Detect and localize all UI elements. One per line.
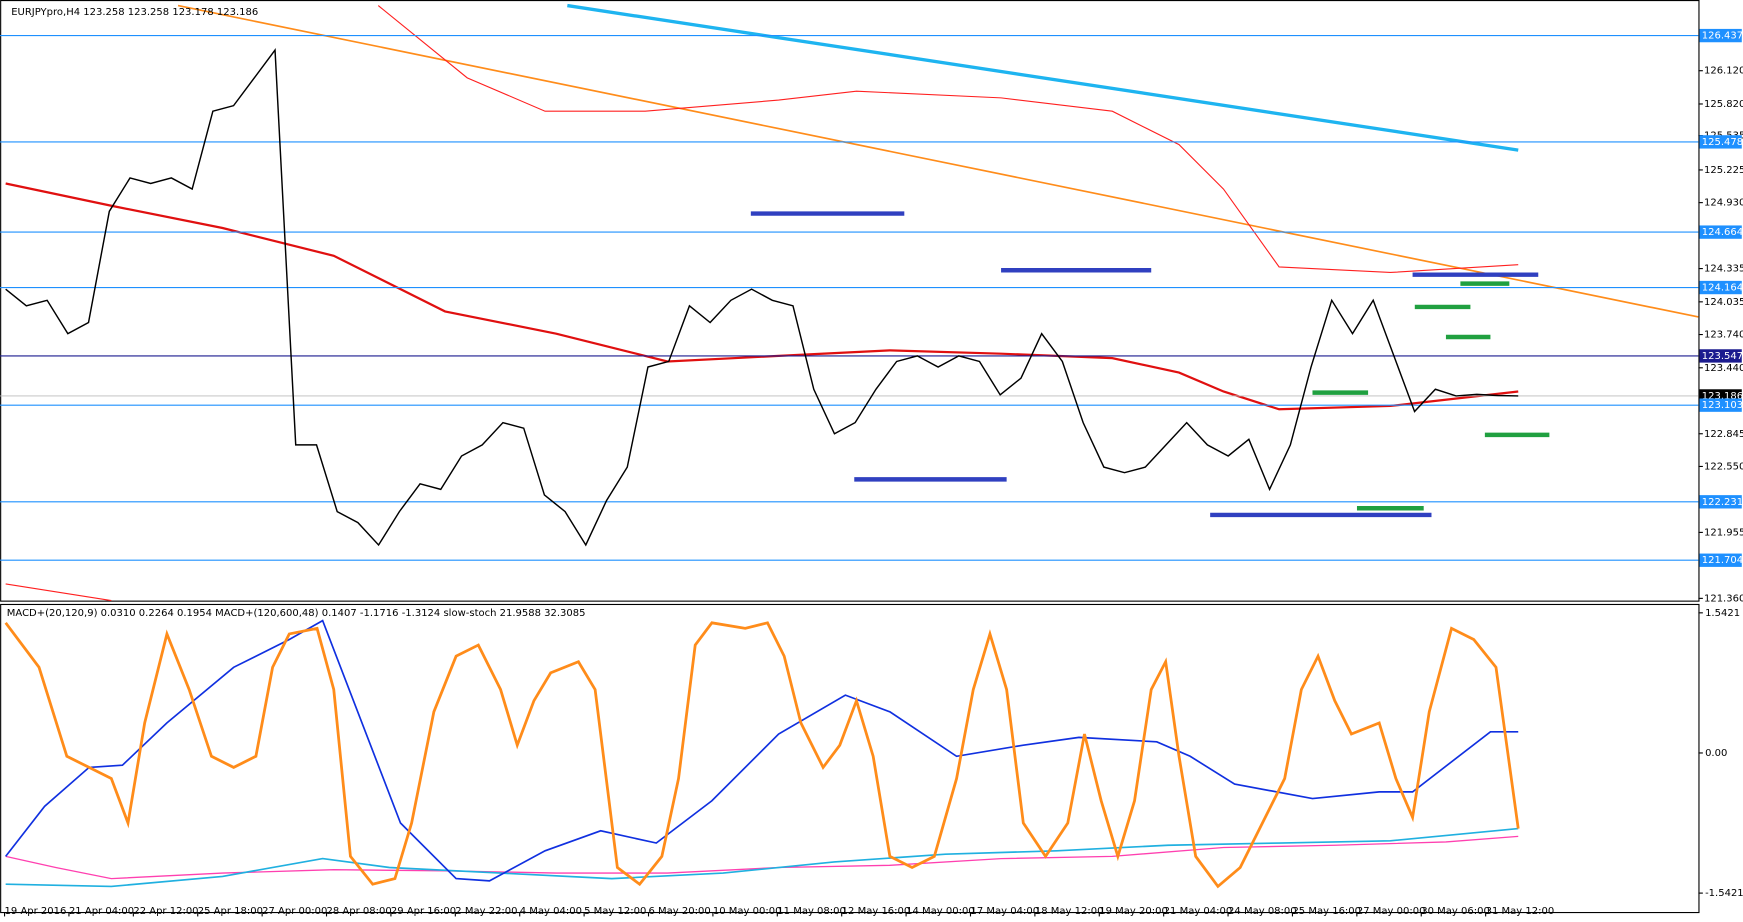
level-label: 123.547 — [1699, 349, 1743, 363]
level-label: 123.103 — [1699, 398, 1743, 412]
x-tick-label: 18 May 12:00 — [1035, 906, 1104, 917]
zone-lines — [1312, 281, 1550, 511]
level-text: 121.704 — [1702, 555, 1743, 566]
x-tick-label: 14 May 00:00 — [906, 906, 975, 917]
y-tick-label: 124.335 — [1704, 264, 1743, 275]
trend-line — [177, 4, 1699, 318]
x-tick-label: 28 Apr 08:00 — [327, 906, 392, 917]
y-tick-label: 124.035 — [1704, 297, 1743, 308]
x-tick-label: 29 Apr 16:00 — [391, 906, 456, 917]
x-tick-label: 6 May 20:00 — [649, 906, 711, 917]
y-tick-label: 1.5421 — [1705, 608, 1740, 619]
y-tick-label: 0.00 — [1705, 748, 1727, 759]
y-tick-label: 122.845 — [1704, 429, 1743, 440]
x-tick-label: 2 May 22:00 — [455, 906, 517, 917]
x-tick-label: 21 Apr 04:00 — [69, 906, 134, 917]
x-tick-label: 22 Apr 12:00 — [133, 906, 198, 917]
level-text: 125.478 — [1702, 137, 1743, 148]
level-text: 123.186 — [1702, 391, 1743, 402]
level-text: 126.437 — [1702, 31, 1743, 42]
indicator-frame — [0, 603, 1700, 914]
level-text: 124.164 — [1702, 283, 1743, 294]
x-tick-label: 25 May 16:00 — [1292, 906, 1361, 917]
level-box — [1699, 280, 1742, 295]
level-label: 124.664 — [1699, 225, 1743, 239]
main-frame — [0, 0, 1700, 602]
moving-average — [5, 182, 1519, 411]
level-text: 124.664 — [1702, 227, 1743, 238]
y-tick-label: -1.5421 — [1705, 888, 1743, 899]
x-tick-label: 19 Apr 2016 — [5, 906, 67, 917]
x-tick-label: 19 May 20:00 — [1099, 906, 1168, 917]
envelope — [377, 5, 1519, 274]
level-box — [1699, 398, 1742, 412]
level-label: 121.704 — [1699, 553, 1743, 567]
price-line — [5, 48, 1519, 547]
y-tick-label: 125.820 — [1704, 99, 1743, 110]
y-tick-label: 123.740 — [1704, 330, 1743, 341]
macd-line — [5, 619, 1519, 882]
symbol-header: EURJPYpro,H4 123.258 123.258 123.178 123… — [11, 7, 258, 18]
level-box — [1699, 28, 1742, 43]
y-tick-label: 121.955 — [1704, 527, 1743, 538]
envelope — [5, 583, 112, 602]
x-tick-label: 4 May 04:00 — [520, 906, 582, 917]
level-label: 124.164 — [1699, 280, 1743, 295]
x-tick-label: 12 May 16:00 — [842, 906, 911, 917]
trend-line — [567, 3, 1519, 152]
y-tick-label: 123.440 — [1704, 363, 1743, 374]
level-box — [1699, 135, 1742, 149]
level-text: 122.231 — [1702, 497, 1743, 508]
zone-lines — [750, 211, 1539, 518]
indicator-header: MACD+(20,120,9) 0.0310 0.2264 0.1954 MAC… — [7, 608, 586, 619]
x-tick-label: 5 May 12:00 — [584, 906, 646, 917]
x-tick-label: 17 May 04:00 — [970, 906, 1039, 917]
level-label: 122.231 — [1699, 495, 1743, 509]
stochastic-line — [4, 621, 1520, 889]
level-label: 125.478 — [1699, 135, 1743, 149]
level-label: 126.437 — [1699, 28, 1743, 43]
x-tick-label: 25 Apr 18:00 — [198, 906, 263, 917]
x-tick-label: 27 May 00:00 — [1357, 906, 1426, 917]
level-box — [1699, 225, 1742, 239]
y-tick-label: 122.550 — [1704, 461, 1743, 472]
x-tick-label: 24 May 08:00 — [1228, 906, 1297, 917]
signal-line — [5, 835, 1519, 880]
level-box — [1699, 553, 1742, 567]
y-tick-label: 125.225 — [1704, 165, 1743, 176]
level-box — [1699, 349, 1742, 363]
macd-line — [5, 827, 1519, 888]
level-text: 123.103 — [1702, 400, 1743, 411]
x-tick-label: 11 May 08:00 — [777, 906, 846, 917]
level-text: 123.547 — [1702, 351, 1743, 362]
x-tick-label: 31 May 12:00 — [1486, 906, 1555, 917]
x-tick-label: 27 Apr 00:00 — [262, 906, 327, 917]
y-tick-label: 124.930 — [1704, 198, 1743, 209]
y-tick-label: 126.120 — [1704, 66, 1743, 77]
x-tick-label: 21 May 04:00 — [1164, 906, 1233, 917]
x-tick-label: 10 May 00:00 — [713, 906, 782, 917]
level-box — [1699, 495, 1742, 509]
y-tick-label: 121.360 — [1704, 593, 1743, 604]
x-tick-label: 30 May 06:00 — [1421, 906, 1490, 917]
